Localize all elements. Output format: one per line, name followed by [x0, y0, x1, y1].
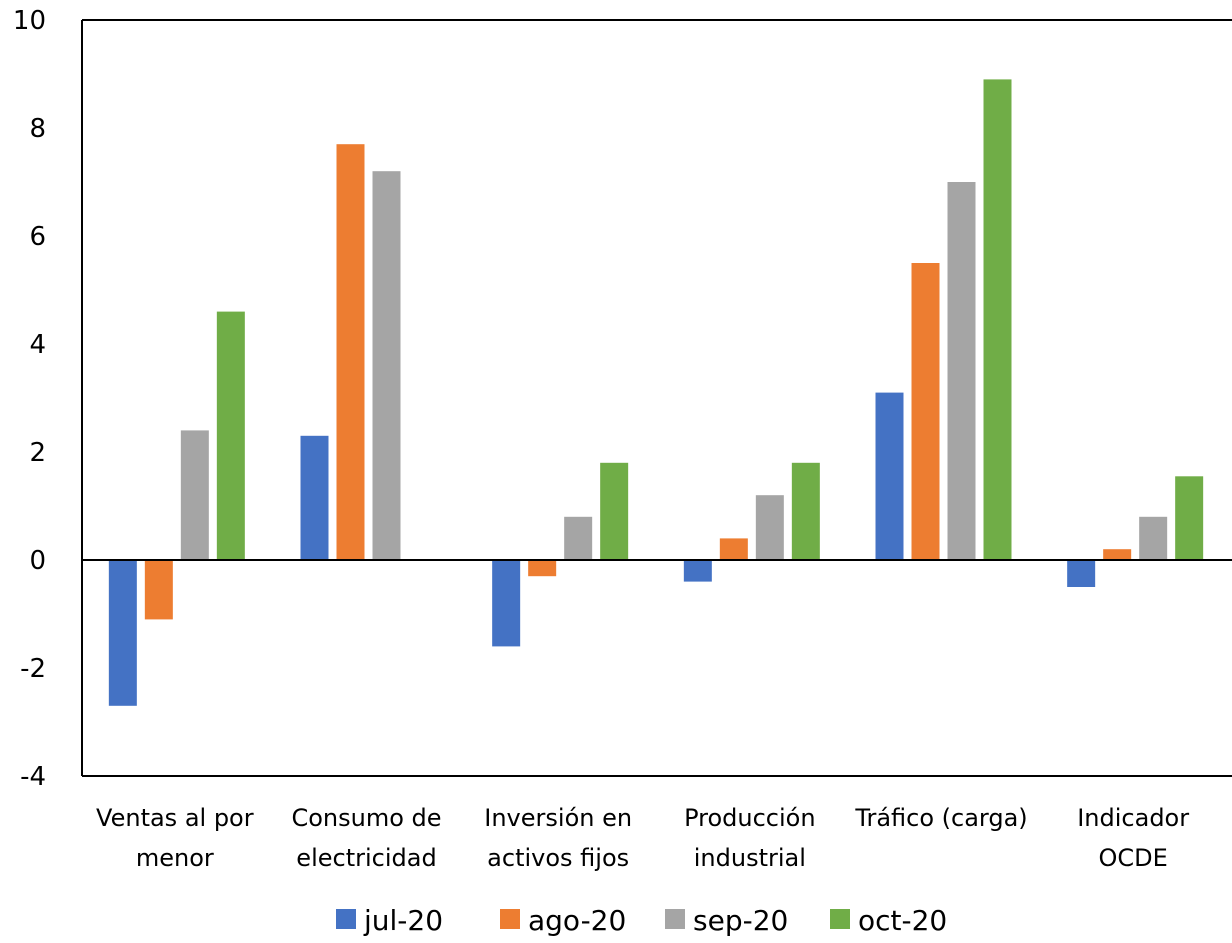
bar: [1139, 516, 1168, 560]
bar: [983, 79, 1012, 561]
bar: [372, 171, 401, 560]
legend: jul-20 ago-20 sep-20 oct-20: [336, 904, 947, 937]
x-axis-labels: Ventas al por menor Consumo de electricidad…: [96, 804, 1189, 872]
bar: [336, 144, 365, 560]
x-tick-label: industrial: [694, 844, 806, 872]
x-tick-label: Tráfico (carga): [854, 804, 1027, 832]
x-tick-label: activos fijos: [487, 844, 629, 872]
bar: [791, 462, 820, 560]
x-tick-label: electricidad: [296, 844, 436, 872]
x-tick-label: OCDE: [1099, 844, 1168, 872]
y-tick-label: -2: [20, 654, 46, 684]
y-tick-label: 0: [29, 546, 46, 576]
bar: [564, 516, 593, 560]
y-tick-label: 8: [29, 114, 46, 144]
legend-swatch: [665, 909, 685, 929]
legend-label: oct-20: [858, 904, 947, 937]
x-tick-label: Producción: [684, 804, 815, 832]
bar: [683, 560, 712, 582]
x-tick-label: Consumo de: [291, 804, 441, 832]
y-tick-label: 6: [29, 222, 46, 252]
bars: [108, 79, 1204, 706]
bar: [528, 560, 557, 577]
x-tick-label: Ventas al por: [96, 804, 254, 832]
x-tick-label: Indicador: [1077, 804, 1189, 832]
y-tick-label: -4: [20, 762, 46, 792]
bar: [755, 495, 784, 560]
bar: [719, 538, 748, 560]
bar: [492, 560, 521, 647]
y-axis-ticks: 10 8 6 4 2 0 -2 -4: [13, 6, 46, 792]
bar: [300, 435, 329, 560]
y-tick-label: 10: [13, 6, 46, 36]
bar: [108, 560, 137, 706]
y-tick-label: 4: [29, 330, 46, 360]
bar: [875, 392, 904, 560]
legend-label: ago-20: [528, 904, 626, 937]
x-tick-label: Inversión en: [484, 804, 632, 832]
bar: [180, 430, 209, 560]
bar: [947, 182, 976, 560]
bar: [144, 560, 173, 620]
bar: [600, 462, 629, 560]
x-tick-label: menor: [136, 844, 214, 872]
legend-swatch: [830, 909, 850, 929]
legend-swatch: [336, 909, 356, 929]
bar: [1103, 549, 1132, 560]
bar: [216, 311, 245, 560]
legend-label: sep-20: [693, 904, 788, 937]
plot-frame: [81, 19, 1232, 777]
y-tick-label: 2: [29, 438, 46, 468]
legend-label: jul-20: [363, 904, 443, 937]
bar: [911, 263, 940, 560]
legend-swatch: [500, 909, 520, 929]
bar: [1067, 560, 1096, 587]
bar: [1175, 476, 1204, 560]
